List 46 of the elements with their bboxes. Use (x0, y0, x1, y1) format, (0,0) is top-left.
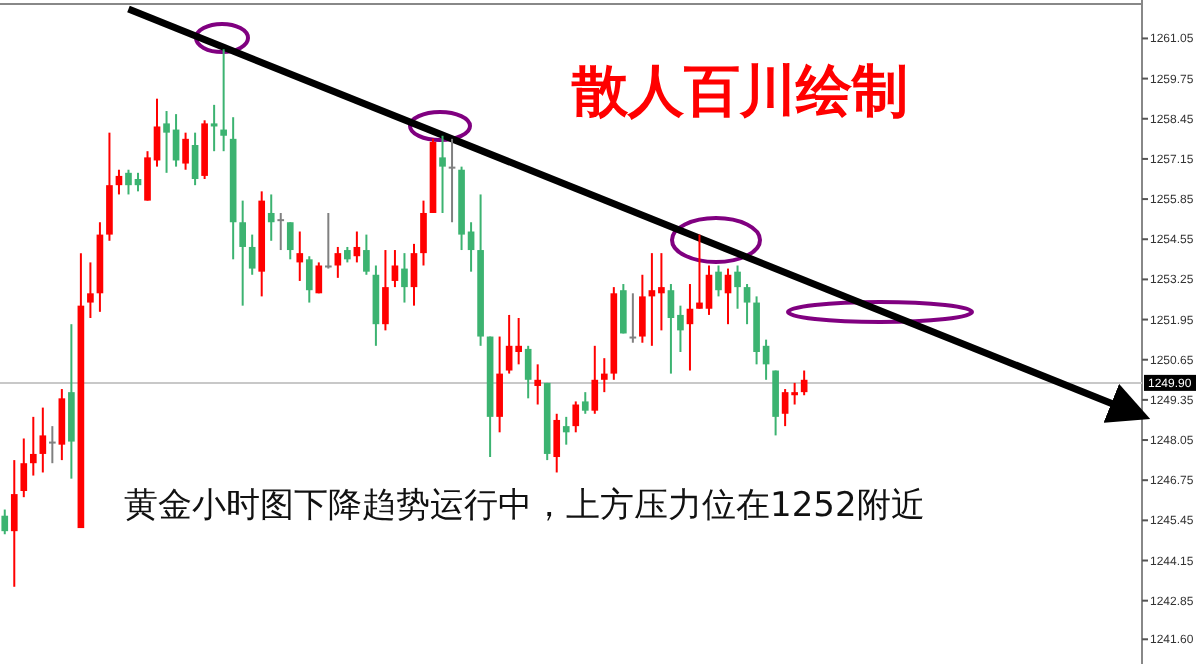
candlestick (639, 273, 646, 344)
candlestick (315, 261, 323, 295)
candlestick (305, 255, 313, 304)
candlestick (29, 415, 37, 477)
candlestick (448, 137, 456, 224)
candlestick (363, 233, 370, 276)
candlestick (772, 369, 779, 437)
candlestick (420, 199, 427, 267)
candlestick (39, 406, 47, 474)
candlestick (620, 283, 627, 335)
candlestick (743, 283, 751, 326)
candlestick (572, 400, 580, 434)
candlestick (267, 193, 275, 242)
candlestick (296, 230, 304, 282)
candlestick (524, 344, 532, 400)
candlestick (591, 344, 599, 415)
candlestick (734, 264, 741, 310)
annotation: 散人百川绘制 (570, 58, 908, 124)
candlestick (401, 252, 408, 304)
candlestick (277, 211, 285, 252)
candlestick (20, 437, 28, 499)
candlestick (220, 48, 227, 153)
candlestick (286, 221, 294, 261)
candlestick (248, 233, 256, 276)
candlestick (10, 459, 18, 588)
candlestick (534, 363, 542, 406)
candlestick (1, 508, 9, 536)
candlestick (391, 249, 399, 289)
candlestick (382, 249, 389, 332)
candlestick (553, 412, 561, 474)
candlestick (182, 131, 189, 171)
candlestick (324, 211, 332, 270)
candlestick (629, 292, 637, 344)
candlestick (87, 261, 94, 320)
candlestick (562, 415, 570, 446)
annotation: 黄金小时图下降趋势运行中，上方压力位在1252附近 (124, 486, 925, 526)
candlestick (191, 131, 199, 187)
candlestick (410, 242, 418, 307)
candlestick (239, 199, 247, 307)
candlestick (581, 391, 589, 415)
candlestick (496, 335, 503, 434)
candlestick (715, 264, 722, 298)
candlestick (439, 134, 446, 214)
candlestick (49, 425, 56, 465)
candlestick (600, 357, 608, 394)
candlestick (58, 388, 66, 462)
